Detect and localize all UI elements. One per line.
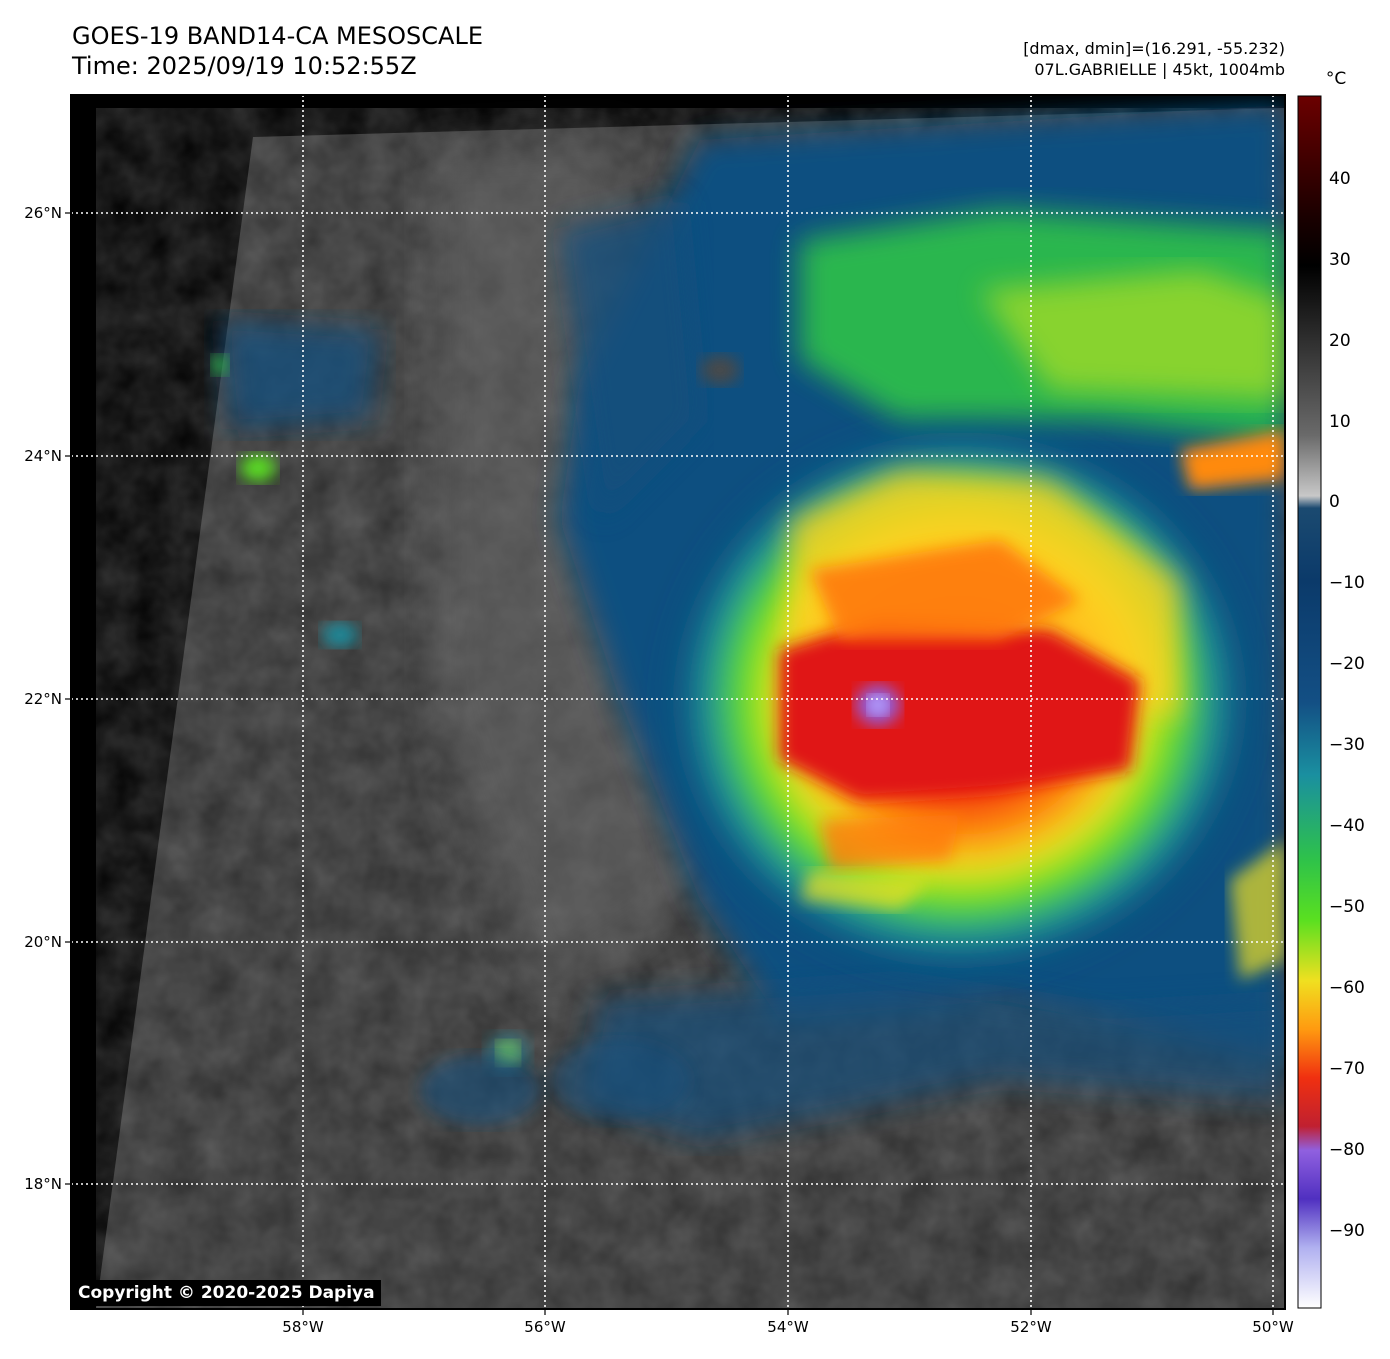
- storm-info: 07L.GABRIELLE | 45kt, 1004mb: [1034, 60, 1285, 79]
- lon-label: 58°W: [282, 1318, 324, 1336]
- lat-label: 24°N: [24, 447, 62, 465]
- lat-label: 20°N: [24, 933, 62, 951]
- lat-label: 22°N: [24, 690, 62, 708]
- colorbar-tick-label: 40: [1329, 169, 1351, 189]
- colorbar: [1297, 95, 1322, 1309]
- colorbar-tick-label: −80: [1329, 1140, 1365, 1160]
- colorbar-tick-label: 0: [1329, 492, 1340, 512]
- gridlines: [71, 95, 1285, 1309]
- convective-cell: [240, 454, 276, 482]
- colorbar-tick-label: 20: [1329, 331, 1351, 351]
- copyright-label: Copyright © 2020-2025 Dapiya: [72, 1280, 381, 1306]
- convective-cell: [322, 623, 358, 647]
- colorbar-tick-label: −10: [1329, 573, 1365, 593]
- lon-label: 54°W: [767, 1318, 809, 1336]
- colorbar-ticks: 40 30 20 10 0 −10 −20 −30 −40 −50 −60 −7…: [1329, 169, 1365, 1241]
- lat-label: 18°N: [24, 1175, 62, 1193]
- lon-label: 50°W: [1252, 1318, 1294, 1336]
- colorbar-tick-label: −30: [1329, 735, 1365, 755]
- colorbar-tick-label: −50: [1329, 897, 1365, 917]
- map-frame: [70, 94, 1286, 1310]
- lon-label: 52°W: [1010, 1318, 1052, 1336]
- colorbar-tick-label: −60: [1329, 978, 1365, 998]
- colorbar-tick-label: −70: [1329, 1059, 1365, 1079]
- colorbar-unit: °C: [1326, 69, 1346, 89]
- colorbar-tick-label: 10: [1329, 412, 1351, 432]
- colorbar-tick-label: −90: [1329, 1221, 1365, 1241]
- chart-time: Time: 2025/09/19 10:52:55Z: [72, 52, 417, 80]
- colorbar-tick-label: −40: [1329, 816, 1365, 836]
- dmax-dmin-info: [dmax, dmin]=(16.291, -55.232): [1023, 39, 1285, 58]
- chart-title: GOES-19 BAND14-CA MESOSCALE: [72, 22, 483, 50]
- colorbar-tick-label: 30: [1329, 250, 1351, 270]
- lat-label: 26°N: [24, 204, 62, 222]
- cold-cloud-tops: [780, 620, 1140, 800]
- lon-label: 56°W: [524, 1318, 566, 1336]
- colorbar-tick-label: −20: [1329, 654, 1365, 674]
- convective-cell: [212, 355, 228, 375]
